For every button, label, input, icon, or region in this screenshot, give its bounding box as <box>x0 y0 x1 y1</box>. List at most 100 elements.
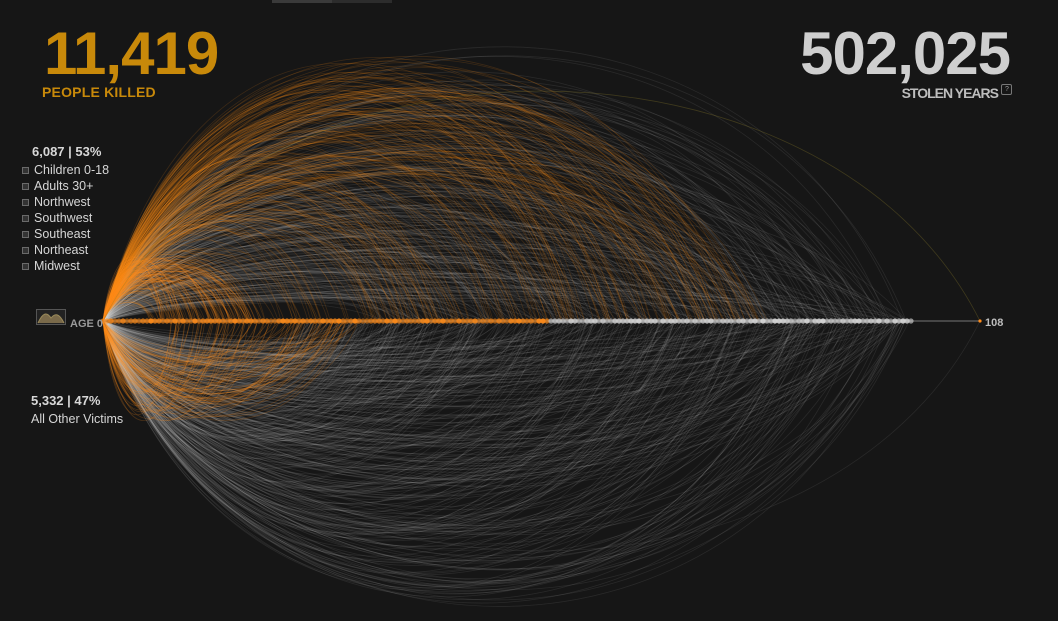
age-point[interactable] <box>348 318 354 324</box>
age-point[interactable] <box>548 318 554 324</box>
age-point[interactable] <box>680 318 686 324</box>
age-point[interactable] <box>132 318 138 324</box>
age-point[interactable] <box>480 318 486 324</box>
age-point[interactable] <box>184 318 190 324</box>
age-point[interactable] <box>216 318 222 324</box>
age-point[interactable] <box>696 318 702 324</box>
age-point[interactable] <box>488 318 494 324</box>
age-point[interactable] <box>644 318 650 324</box>
age-point[interactable] <box>760 318 766 324</box>
age-point[interactable] <box>200 318 206 324</box>
age-point[interactable] <box>748 318 754 324</box>
age-point[interactable] <box>224 318 230 324</box>
age-point[interactable] <box>780 318 786 324</box>
age-point[interactable] <box>876 318 882 324</box>
age-point[interactable] <box>140 318 146 324</box>
age-point[interactable] <box>460 318 466 324</box>
age-point[interactable] <box>768 318 774 324</box>
age-point[interactable] <box>872 318 878 324</box>
age-point[interactable] <box>576 318 582 324</box>
age-point[interactable] <box>484 318 490 324</box>
age-point[interactable] <box>556 318 562 324</box>
age-point[interactable] <box>564 318 570 324</box>
age-point[interactable] <box>324 318 330 324</box>
filter-adults[interactable]: Adults 30+ <box>22 178 109 194</box>
age-point[interactable] <box>112 318 118 324</box>
filter-midwest[interactable]: Midwest <box>22 258 109 274</box>
age-point[interactable] <box>276 318 282 324</box>
age-point[interactable] <box>188 318 194 324</box>
age-point[interactable] <box>732 318 738 324</box>
age-point[interactable] <box>240 318 246 324</box>
age-point[interactable] <box>536 318 542 324</box>
age-point[interactable] <box>860 318 866 324</box>
age-point[interactable] <box>904 318 910 324</box>
age-point[interactable] <box>700 318 706 324</box>
age-point[interactable] <box>180 318 186 324</box>
age-point[interactable] <box>248 318 254 324</box>
age-point[interactable] <box>332 318 338 324</box>
age-point[interactable] <box>788 318 794 324</box>
age-point[interactable] <box>552 318 558 324</box>
age-point[interactable] <box>420 318 426 324</box>
age-point[interactable] <box>708 318 714 324</box>
checkbox-icon[interactable] <box>22 230 29 238</box>
age-point[interactable] <box>472 318 478 324</box>
age-point[interactable] <box>252 318 258 324</box>
age-point[interactable] <box>884 318 890 324</box>
age-point[interactable] <box>756 318 762 324</box>
age-point[interactable] <box>256 318 262 324</box>
age-point[interactable] <box>524 318 530 324</box>
age-point[interactable] <box>192 318 198 324</box>
age-point[interactable] <box>288 318 294 324</box>
age-point[interactable] <box>356 318 362 324</box>
age-point[interactable] <box>388 318 394 324</box>
age-point[interactable] <box>268 318 274 324</box>
age-point[interactable] <box>544 318 550 324</box>
age-point[interactable] <box>600 318 606 324</box>
age-point[interactable] <box>568 318 574 324</box>
help-icon[interactable]: ? <box>1001 83 1012 95</box>
age-point[interactable] <box>272 318 278 324</box>
age-point[interactable] <box>136 318 142 324</box>
age-point[interactable] <box>312 318 318 324</box>
age-point[interactable] <box>280 318 286 324</box>
age-point[interactable] <box>464 318 470 324</box>
age-point[interactable] <box>108 318 114 324</box>
age-point[interactable] <box>292 318 298 324</box>
age-point[interactable] <box>160 318 166 324</box>
age-point[interactable] <box>792 318 798 324</box>
age-point[interactable] <box>520 318 526 324</box>
age-point[interactable] <box>856 318 862 324</box>
age-point[interactable] <box>880 318 886 324</box>
age-point[interactable] <box>632 318 638 324</box>
age-point[interactable] <box>316 318 322 324</box>
age-point[interactable] <box>540 318 546 324</box>
age-point[interactable] <box>596 318 602 324</box>
age-point[interactable] <box>684 318 690 324</box>
age-point[interactable] <box>528 318 534 324</box>
age-point[interactable] <box>688 318 694 324</box>
age-point[interactable] <box>404 318 410 324</box>
age-point[interactable] <box>588 318 594 324</box>
age-point[interactable] <box>308 318 314 324</box>
age-point[interactable] <box>720 318 726 324</box>
checkbox-icon[interactable] <box>22 198 29 206</box>
filter-children[interactable]: Children 0-18 <box>22 162 109 178</box>
age-point[interactable] <box>500 318 506 324</box>
age-point[interactable] <box>740 318 746 324</box>
age-point[interactable] <box>264 318 270 324</box>
age-point[interactable] <box>888 318 894 324</box>
age-point[interactable] <box>592 318 598 324</box>
age-point[interactable] <box>824 318 830 324</box>
age-point[interactable] <box>664 318 670 324</box>
age-point[interactable] <box>336 318 342 324</box>
age-point[interactable] <box>648 318 654 324</box>
age-point[interactable] <box>344 318 350 324</box>
age-point[interactable] <box>676 318 682 324</box>
age-point[interactable] <box>440 318 446 324</box>
age-point[interactable] <box>636 318 642 324</box>
age-point[interactable] <box>848 318 854 324</box>
age-point[interactable] <box>844 318 850 324</box>
age-point[interactable] <box>828 318 834 324</box>
